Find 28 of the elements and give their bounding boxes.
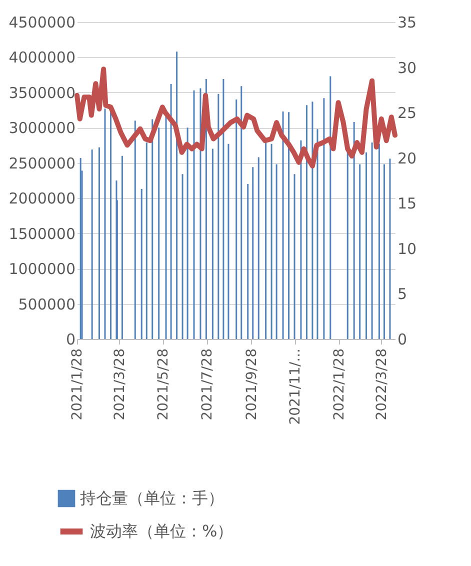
y-tick-label: 1000000 [8,260,76,278]
y2-tick-label: 5 [398,285,408,304]
x-tick-label: 2021/1/28 [70,348,86,420]
y2-tick-label: 20 [398,149,417,168]
y2-tick-label: 10 [398,240,417,258]
x-tick-label: 2022/3/28 [374,348,390,420]
y-tick-label: 4000000 [8,48,76,67]
y-tick-label: 500000 [18,295,76,314]
x-tick-label: 2021/3/28 [112,348,128,420]
x-tick-label: 2021/9/28 [244,348,260,420]
y-tick-label: 0 [66,330,76,348]
y2-tick-label: 0 [398,330,408,348]
y-tick-label: 2000000 [8,190,76,208]
x-tick-label: 2022/1/28 [332,348,348,420]
y-tick-label: 4500000 [8,14,76,32]
y2-tick-label: 25 [398,104,417,122]
legend-label: 持仓量（单位：手） [80,488,224,508]
y-tick-label: 1500000 [8,224,76,243]
y-tick-label: 2500000 [8,154,76,172]
x-tick-label: 2021/11/... [288,348,304,425]
legend-label: 波动率（单位：%） [90,522,234,540]
y-tick-label: 3500000 [8,84,76,102]
x-tick-label: 2021/5/28 [156,348,172,420]
y2-tick-label: 15 [398,194,417,213]
y2-tick-label: 30 [398,58,417,77]
y2-tick-label: 35 [398,14,417,32]
x-tick-label: 2021/7/28 [199,348,216,420]
y-tick-label: 3000000 [8,119,76,138]
